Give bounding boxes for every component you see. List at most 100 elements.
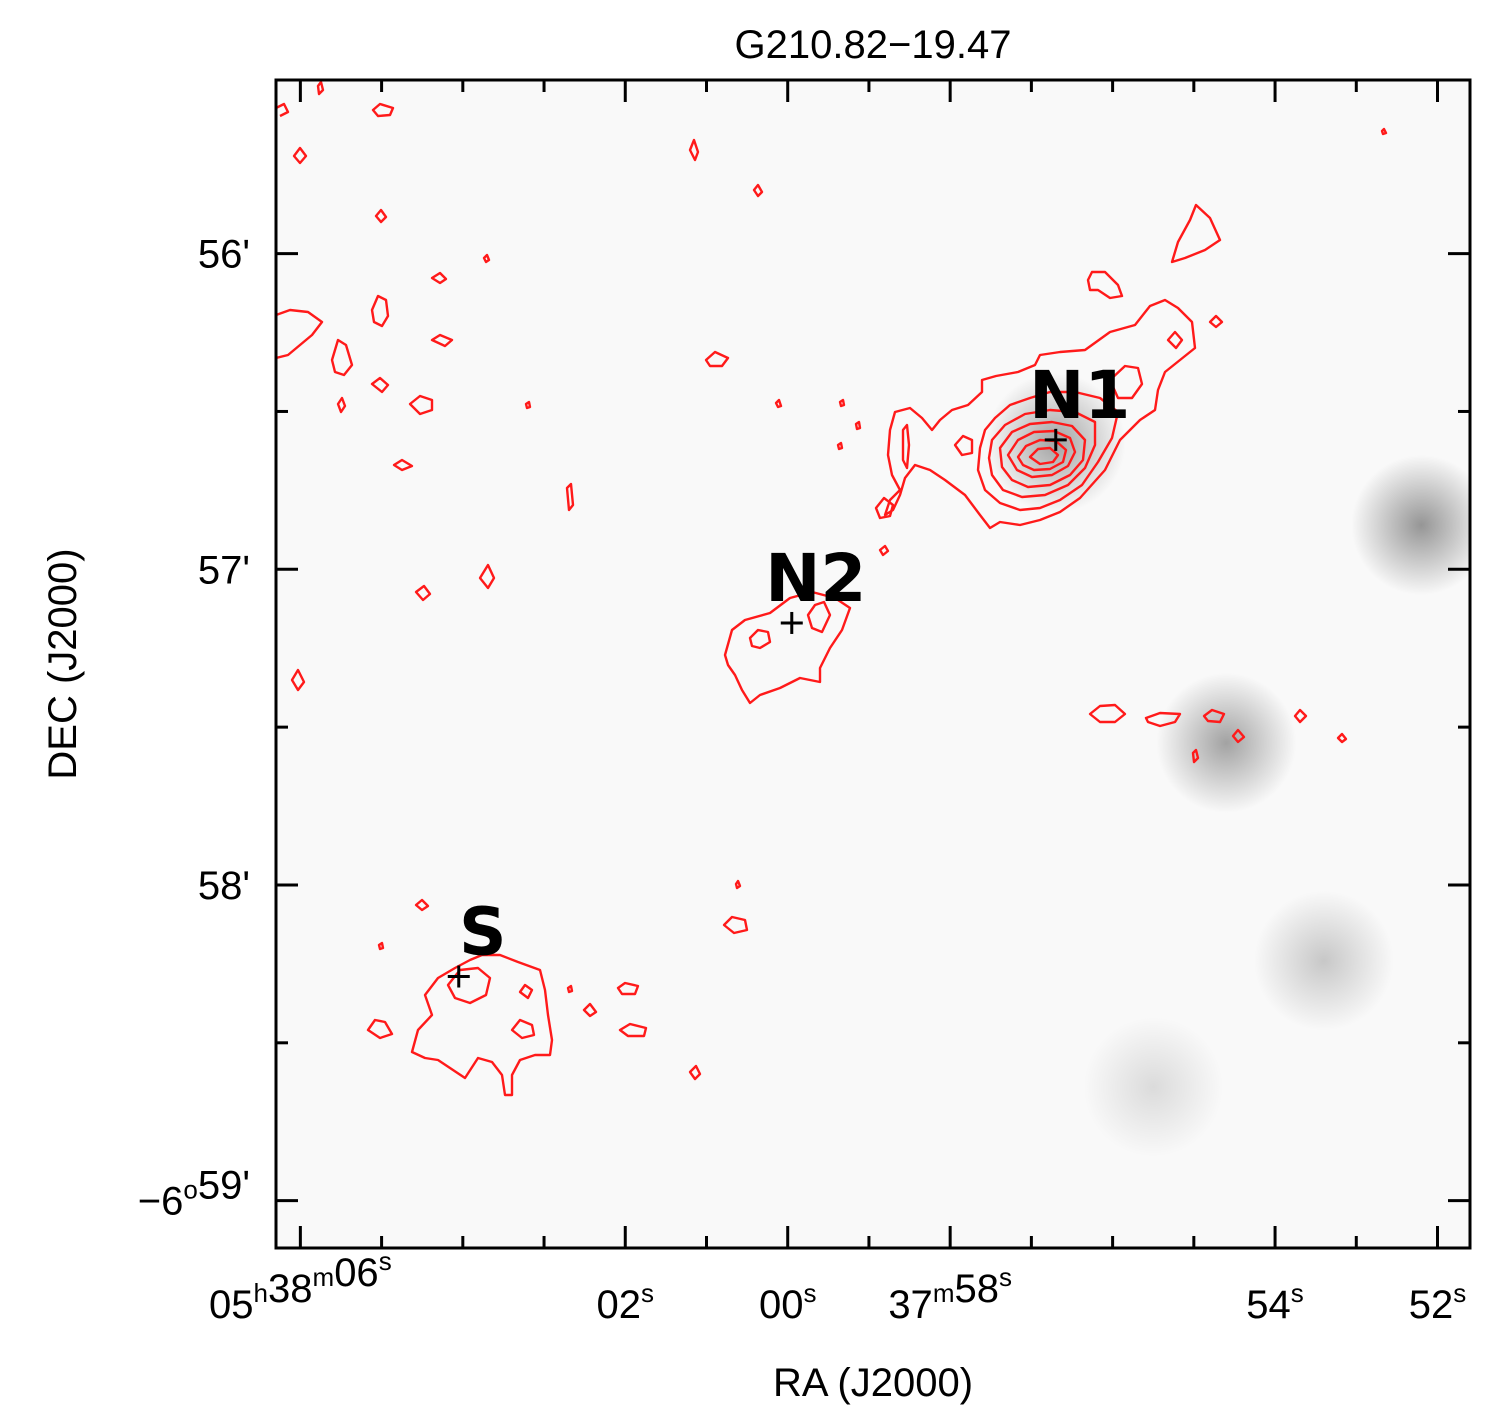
y-axis-tick-labels: 56' 57' 58' −6o59' bbox=[138, 233, 250, 1224]
contour-nw-v bbox=[524, 400, 532, 410]
contours bbox=[276, 80, 1388, 1097]
contour-east-g bbox=[1191, 748, 1200, 764]
contour-s-blob-a bbox=[510, 1018, 536, 1040]
contour-nw-w bbox=[774, 398, 783, 409]
contour-s-blob-d bbox=[616, 981, 640, 996]
y-axis-label: DEC (J2000) bbox=[41, 548, 85, 779]
contour-s-blob-e bbox=[618, 1022, 648, 1038]
contour-n1-strip bbox=[901, 423, 911, 470]
contour-n1-5 bbox=[1006, 429, 1077, 479]
plot-frame bbox=[274, 78, 1472, 1250]
contour-n2-knot bbox=[806, 600, 832, 634]
source-label: N2 bbox=[765, 540, 866, 617]
source-s: S bbox=[447, 894, 507, 988]
x-tick-label-2: 00s bbox=[759, 1278, 817, 1327]
contour-nw-k bbox=[392, 458, 414, 472]
source-n1: N1 bbox=[1029, 357, 1130, 451]
y-tick-label-1: 57' bbox=[198, 548, 250, 592]
contour-nw-h bbox=[370, 376, 390, 394]
y-tick-label-3: −6o59' bbox=[138, 1164, 250, 1224]
contour-nw-edge bbox=[276, 308, 324, 360]
contour-nw-d bbox=[370, 294, 390, 328]
contour-east-f bbox=[1336, 732, 1348, 744]
contour-n1-blob-d bbox=[1170, 203, 1222, 264]
contour-n1-blob-e bbox=[1086, 270, 1124, 300]
contour-east-e bbox=[1293, 708, 1308, 724]
x-tick-label-4: 54s bbox=[1246, 1278, 1304, 1327]
contour-nw-q bbox=[752, 183, 764, 198]
contour-s-outer bbox=[410, 953, 554, 1097]
contour-nw-u bbox=[482, 253, 491, 264]
x-tick-label-1: 02s bbox=[597, 1278, 655, 1327]
y-tick-label-2: 58' bbox=[198, 864, 250, 908]
contour-nw-e bbox=[430, 271, 448, 285]
source-label: N1 bbox=[1029, 357, 1130, 434]
contour-nw-x bbox=[838, 398, 846, 408]
image-blob-3 bbox=[1253, 890, 1394, 1031]
x-tick-label-0: 05h38m06s bbox=[209, 1246, 392, 1327]
contour-nw-z bbox=[854, 420, 862, 431]
contour-s-blob-f bbox=[582, 1002, 598, 1018]
image-blob-2 bbox=[1156, 672, 1297, 813]
chart-title: G210.82−19.47 bbox=[735, 23, 1012, 67]
contour-n1-2 bbox=[976, 390, 1120, 512]
contour-n1-outer bbox=[883, 298, 1197, 530]
contour-nw-i bbox=[408, 394, 434, 416]
contour-misc-d bbox=[1380, 127, 1388, 136]
contour-east-a bbox=[1088, 703, 1127, 724]
contour-misc-a bbox=[734, 879, 742, 890]
contour-n1-4 bbox=[998, 420, 1087, 489]
contour-n1-blob-c bbox=[1166, 330, 1184, 350]
x-tick-label-5: 52s bbox=[1409, 1278, 1467, 1327]
contour-n2-outer bbox=[723, 590, 852, 705]
contour-n1-blob-b bbox=[953, 434, 974, 457]
source-label: S bbox=[459, 894, 507, 971]
contour-s-blob-h bbox=[414, 898, 430, 912]
y-tick-label-0: 56' bbox=[198, 233, 250, 277]
contour-east-b bbox=[1144, 711, 1182, 728]
contour-s-inner bbox=[446, 966, 492, 1005]
contour-nw-n bbox=[414, 584, 432, 602]
plot-background bbox=[276, 80, 1470, 1248]
contour-s-blob-b bbox=[518, 983, 534, 1000]
contour-east-c bbox=[1202, 708, 1226, 724]
contour-nw-a bbox=[371, 102, 395, 118]
contour-s-blob-i bbox=[688, 1064, 702, 1081]
contour-s-blob-c bbox=[366, 1018, 394, 1040]
contour-nw-m bbox=[478, 563, 496, 590]
contour-n1-blob-a bbox=[1108, 364, 1144, 400]
contour-n1-6 bbox=[1016, 438, 1068, 472]
contour-nw-l bbox=[565, 482, 575, 512]
contour-nw-f bbox=[430, 333, 454, 348]
contour-n2-inner bbox=[748, 628, 772, 650]
contour-nw-t bbox=[316, 80, 325, 96]
x-tick-label-3: 37m58s bbox=[888, 1262, 1012, 1327]
contour-nw-g bbox=[330, 338, 354, 377]
contour-n1-3 bbox=[987, 408, 1097, 499]
axis-ticks bbox=[276, 80, 1470, 1248]
contour-n1-blob-g bbox=[874, 496, 895, 520]
contour-n1-blob-f bbox=[1208, 314, 1224, 329]
contour-n2-dot bbox=[878, 544, 890, 557]
contour-n1-7 bbox=[1028, 446, 1060, 466]
contour-nw-r bbox=[704, 350, 730, 368]
x-axis-tick-labels: 05h38m06s 02s 00s 37m58s 54s 52s bbox=[209, 1246, 1466, 1327]
image-blob-4 bbox=[1083, 1017, 1224, 1158]
contour-nw-y bbox=[836, 441, 844, 451]
image-blob-1 bbox=[1351, 455, 1470, 596]
contour-misc-c bbox=[566, 984, 574, 994]
contour-nw-s bbox=[276, 102, 290, 118]
contour-nw-b bbox=[292, 146, 308, 165]
contour-nw-o bbox=[290, 668, 306, 692]
contour-nw-c bbox=[374, 208, 388, 224]
source-n2: N2 bbox=[765, 540, 866, 634]
contour-east-d bbox=[1231, 728, 1246, 744]
contour-nw-j bbox=[336, 396, 347, 414]
contour-nw-p bbox=[688, 138, 700, 162]
contour-misc-b bbox=[377, 941, 385, 951]
source-markers: N1 N2 S bbox=[447, 357, 1130, 988]
x-axis-label: RA (J2000) bbox=[773, 1361, 973, 1405]
plot-area: N1 N2 S bbox=[274, 78, 1472, 1250]
contour-s-blob-g bbox=[722, 915, 749, 935]
